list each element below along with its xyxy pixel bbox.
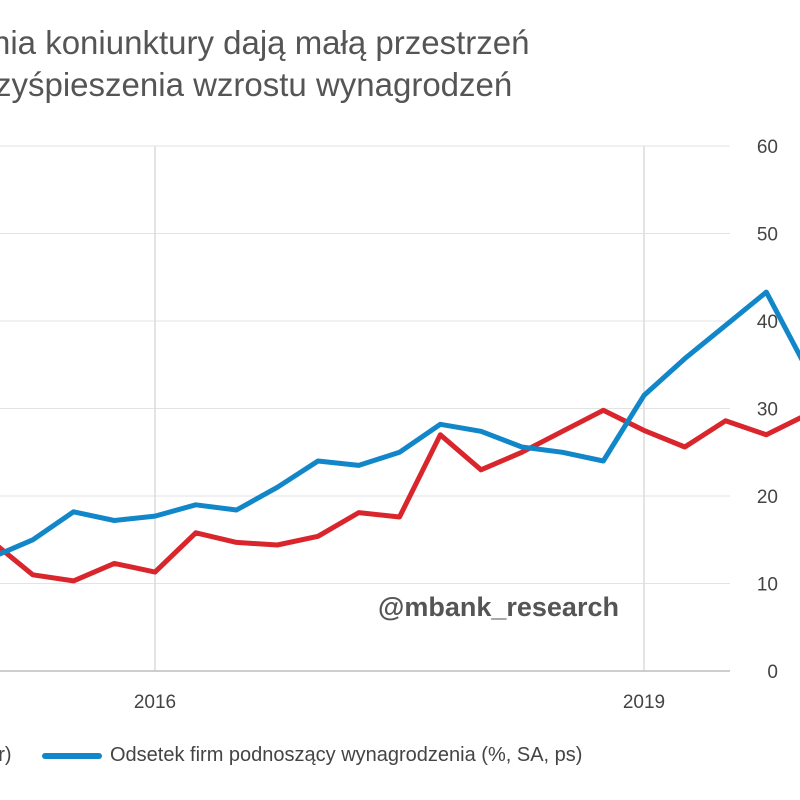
legend-item-wages: r/r) [0,744,12,767]
wages-series-line [0,407,800,584]
legend-item-firms: Odsetek firm podnoszący wynagrodzenia (%… [42,744,582,767]
chart-title-line-1: nia koniunktury dają małą przestrzeń [0,24,530,61]
chart-axis: 0102030405060132016201920222025 [0,137,778,713]
x-tick-label-2: 2019 [623,692,665,713]
legend-swatch-firms [42,752,102,759]
y-tick-label-0: 0 [767,662,778,683]
chart-grid [0,145,730,671]
chart-title: nia koniunktury dają małą przestrzeń rzy… [0,22,800,106]
watermark: @mbank_research [378,592,619,622]
legend-label-wages: r/r) [0,744,12,766]
firms-series-line [0,289,800,557]
y-tick-label-5: 50 [757,225,778,246]
y-tick-label-4: 40 [757,312,778,333]
chart-legend: r/r) Odsetek firm podnoszący wynagrodzen… [0,744,800,774]
y-tick-label-1: 10 [757,575,778,596]
y-tick-label-3: 30 [757,400,778,421]
legend-label-firms: Odsetek firm podnoszący wynagrodzenia (%… [110,744,583,766]
y-tick-label-2: 20 [757,487,778,508]
x-tick-label-1: 2016 [134,692,176,713]
y-tick-label-6: 60 [757,137,778,158]
chart-title-line-2: rzyśpieszenia wzrostu wynagrodzeń [0,66,513,103]
chart-series [0,289,800,584]
